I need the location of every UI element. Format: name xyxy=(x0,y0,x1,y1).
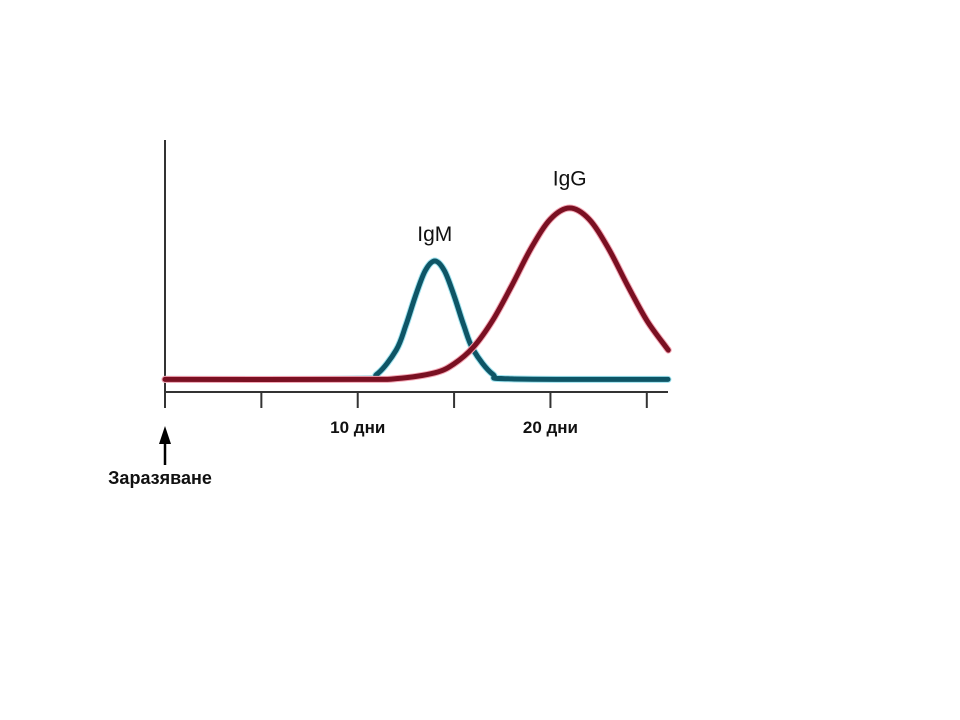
igm-label: IgM xyxy=(417,223,452,246)
x-tick-label: 20 дни xyxy=(523,418,578,437)
igm-line xyxy=(162,258,671,382)
infection-marker: Заразяване xyxy=(108,426,212,488)
axes xyxy=(164,140,668,393)
igm-line-glow xyxy=(161,257,672,383)
igg-line xyxy=(162,205,671,382)
igg-label: IgG xyxy=(553,167,587,190)
arrow-up-icon xyxy=(159,426,171,444)
infection-label: Заразяване xyxy=(108,468,212,488)
x-tick-label: 10 дни xyxy=(330,418,385,437)
